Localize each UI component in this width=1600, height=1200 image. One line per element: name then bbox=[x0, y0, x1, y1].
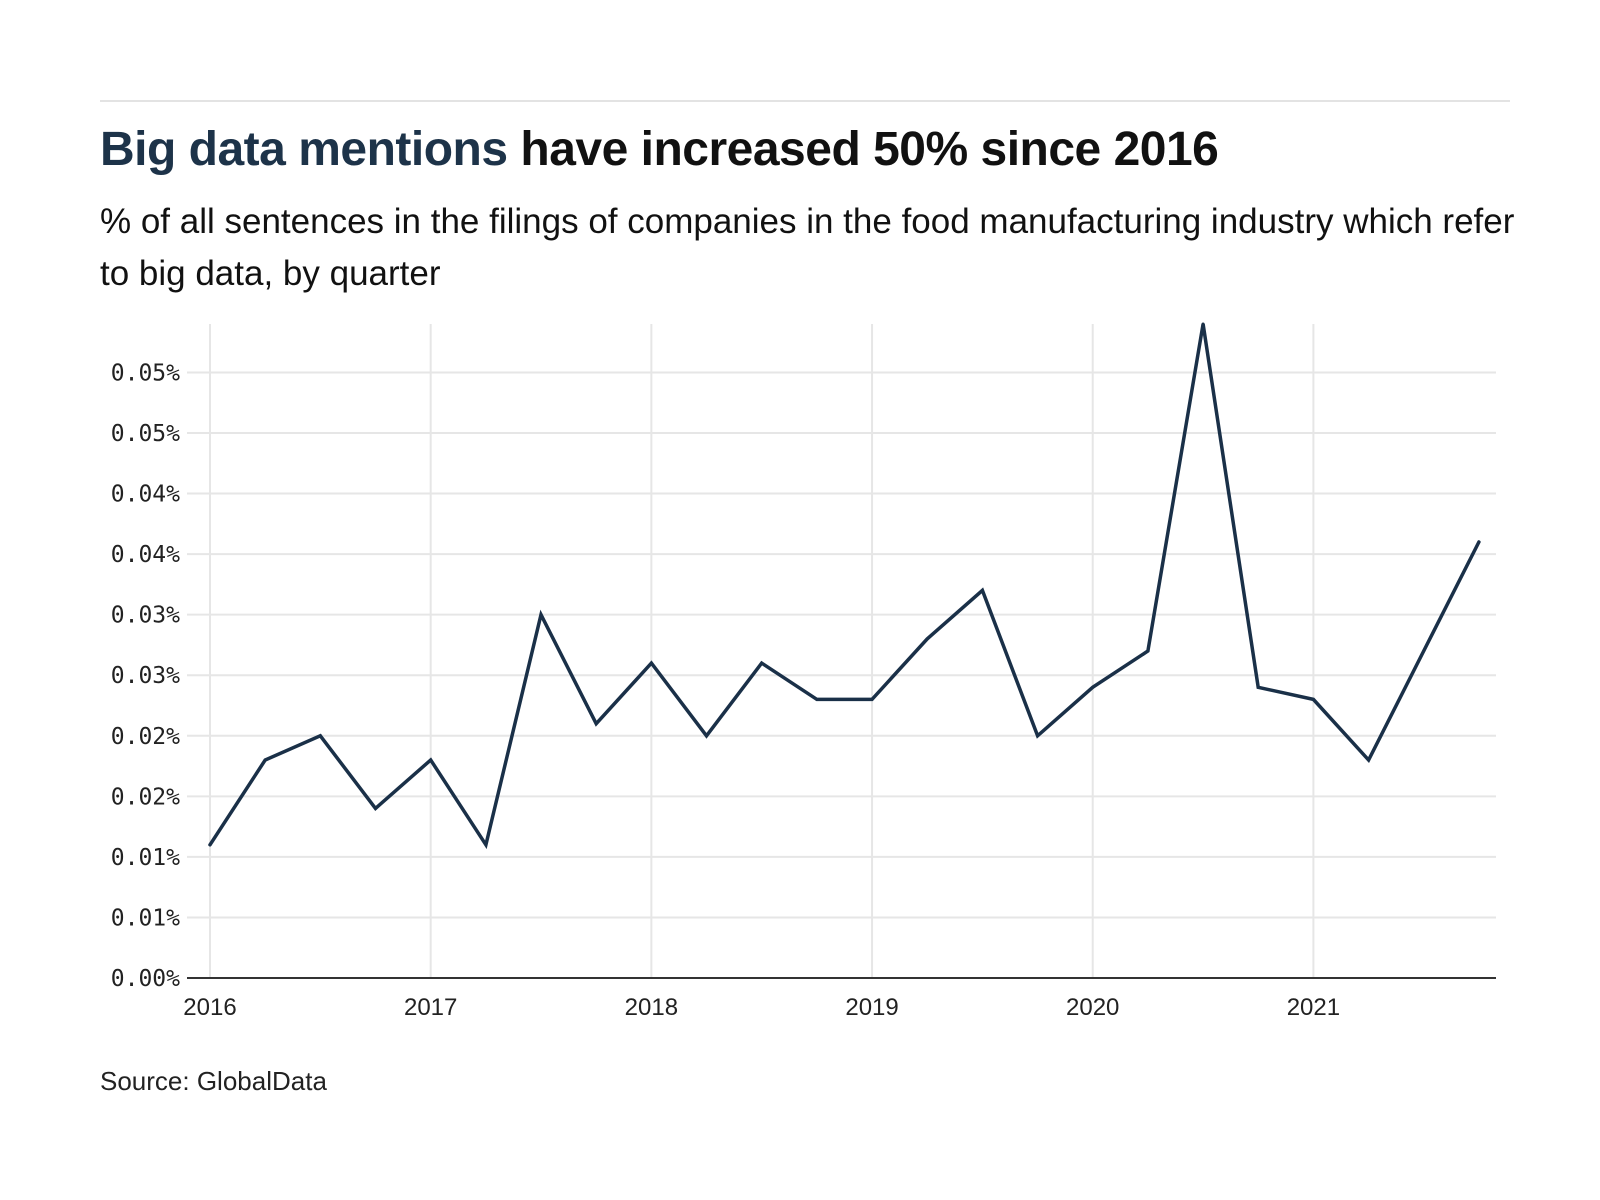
data-point bbox=[1036, 734, 1040, 738]
data-point bbox=[1146, 649, 1150, 653]
title-highlight: Big data mentions bbox=[100, 123, 508, 176]
x-tick-label: 2017 bbox=[404, 994, 457, 1021]
top-divider bbox=[100, 100, 1510, 102]
data-point bbox=[1422, 649, 1426, 653]
chart-title: Big data mentions have increased 50% sin… bbox=[100, 122, 1219, 177]
source-note: Source: GlobalData bbox=[100, 1066, 327, 1096]
data-point bbox=[649, 661, 653, 665]
data-point bbox=[263, 758, 267, 762]
data-point bbox=[760, 661, 764, 665]
chart-subtitle: % of all sentences in the filings of com… bbox=[100, 202, 1515, 293]
y-tick-label: 0.05% bbox=[111, 421, 180, 447]
x-tick-label: 2016 bbox=[183, 994, 236, 1021]
data-point bbox=[925, 637, 929, 641]
data-point bbox=[1256, 685, 1260, 689]
data-point bbox=[815, 697, 819, 701]
y-tick-label: 0.01% bbox=[111, 905, 180, 931]
y-tick-label: 0.01% bbox=[111, 845, 180, 871]
data-point bbox=[1201, 322, 1205, 326]
y-axis-labels: 0.00% 0.01% 0.01% 0.02% 0.02% 0.03% 0.03% 0.04%… bbox=[111, 360, 180, 992]
data-point bbox=[1477, 540, 1481, 544]
data-point bbox=[429, 758, 433, 762]
data-point bbox=[539, 613, 543, 617]
series-group bbox=[208, 322, 1481, 850]
data-point bbox=[594, 722, 598, 726]
y-tick-label: 0.00% bbox=[111, 966, 180, 992]
horizontal-gridlines bbox=[187, 371, 1496, 919]
data-point bbox=[318, 734, 322, 738]
data-point bbox=[1311, 697, 1315, 701]
y-tick-label: 0.05% bbox=[111, 360, 180, 386]
data-point bbox=[1091, 685, 1095, 689]
x-axis-labels: 2016 2017 2018 2019 2020 2021 bbox=[183, 994, 1340, 1021]
data-point bbox=[1367, 758, 1371, 762]
data-point bbox=[705, 734, 709, 738]
data-point bbox=[870, 697, 874, 701]
y-tick-label: 0.03% bbox=[111, 663, 180, 689]
x-tick-label: 2020 bbox=[1066, 994, 1119, 1021]
data-point bbox=[980, 588, 984, 592]
series-line bbox=[208, 323, 1481, 850]
data-point bbox=[208, 843, 212, 847]
x-tick-label: 2021 bbox=[1287, 994, 1340, 1021]
y-tick-label: 0.02% bbox=[111, 784, 180, 810]
y-tick-label: 0.04% bbox=[111, 482, 180, 508]
title-rest: have increased 50% since 2016 bbox=[507, 123, 1219, 176]
y-tick-label: 0.02% bbox=[111, 724, 180, 750]
x-tick-label: 2019 bbox=[845, 994, 898, 1021]
y-tick-label: 0.03% bbox=[111, 603, 180, 629]
data-point bbox=[374, 806, 378, 810]
data-point bbox=[484, 843, 488, 847]
y-tick-label: 0.04% bbox=[111, 542, 180, 568]
x-tick-label: 2018 bbox=[625, 994, 678, 1021]
